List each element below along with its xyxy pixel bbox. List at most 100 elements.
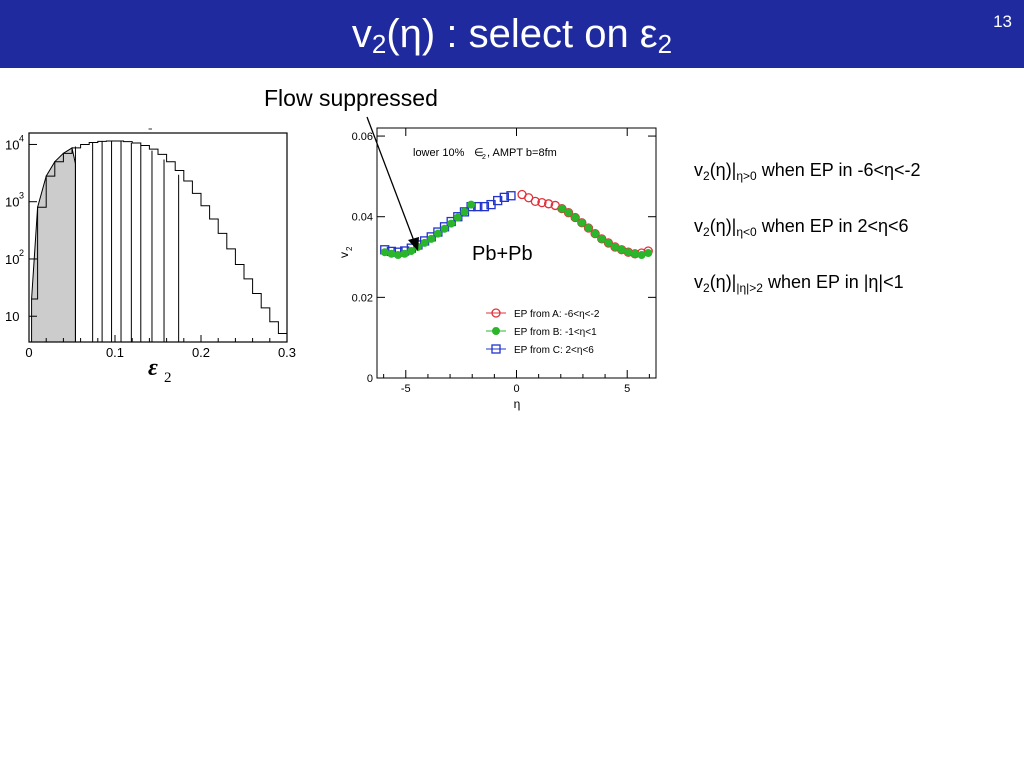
bullet-3-sub1: 2 [703, 281, 710, 295]
v2-point [604, 238, 613, 247]
histogram-y-tick-label: 10 [5, 252, 19, 267]
v2-annotation-sub: 2 [482, 154, 486, 161]
v2-point [591, 229, 600, 238]
v2-point [564, 208, 573, 217]
bullet-1-sub1: 2 [703, 169, 710, 183]
v2-y-tick-label: 0.02 [352, 292, 373, 304]
v2-point [400, 249, 409, 258]
v2-point [493, 195, 503, 206]
histogram-shaded-region [31, 147, 76, 343]
histogram-x-tick-label: 0.2 [192, 345, 210, 360]
bullet-1-post: when EP in -6<η<-2 [756, 160, 921, 180]
v2-point [387, 249, 396, 258]
flow-suppressed-label: Flow suppressed [264, 85, 438, 111]
title-v: v [351, 12, 372, 56]
histogram-y-tick-label: 10 [5, 195, 19, 210]
v2-annotation: lower 10% [413, 147, 465, 159]
title-middle: (η) : select on ε [386, 12, 658, 56]
histogram-x-label-sub: 2 [164, 370, 172, 386]
histogram-y-tick-exponent: 2 [19, 248, 24, 258]
v2-y-label-group: v2 [337, 246, 354, 258]
v2-annotation-eps: ∈ [474, 147, 484, 159]
v2-legend-marker [491, 308, 501, 318]
v2-annotation-tail: , AMPT b=8fm [487, 147, 557, 159]
v2-point [543, 199, 554, 209]
v2-point [407, 246, 416, 255]
histogram-x-tick-label: 0 [25, 345, 32, 360]
v2-legend-label: EP from C: 2<η<6 [514, 345, 594, 356]
v2-x-tick-label: -5 [401, 383, 411, 395]
title-v-sub: 2 [371, 29, 387, 59]
v2-legend-marker [491, 344, 501, 354]
histogram-curve [31, 140, 288, 340]
histogram-x-label: ε [148, 355, 158, 381]
v2-series-b [380, 200, 653, 260]
v2-y-label-sub: 2 [345, 246, 354, 251]
v2-point [427, 234, 436, 243]
v2-point [624, 248, 633, 257]
v2-point [630, 249, 639, 258]
v2-point [460, 207, 469, 216]
v2-point [440, 224, 449, 233]
v2-point [380, 248, 389, 257]
flow-arrow-shaft [366, 116, 415, 242]
bullet-3-pre: v [694, 272, 703, 292]
flow-arrow-head [408, 237, 419, 251]
bullet-1-pre: v [694, 160, 703, 180]
histogram-y-tick-exponent: 3 [19, 191, 24, 201]
v2-point [467, 200, 476, 209]
bullet-3-post: when EP in |η|<1 [762, 272, 904, 292]
v2-point [637, 251, 646, 260]
title-bar [0, 0, 1024, 68]
v2-point [530, 196, 540, 207]
v2-legend-label: EP from A: -6<η<-2 [514, 309, 600, 320]
v2-y-tick-label: 0.06 [352, 131, 373, 143]
histogram-frame [28, 132, 288, 343]
histogram-y-tick-label: 10 [5, 309, 19, 324]
v2-y-tick-label: 0 [367, 373, 373, 385]
v2-legend-label: EP from B: -1<η<1 [514, 327, 597, 338]
v2-point [447, 219, 456, 228]
v2-point [537, 197, 547, 208]
histogram-y-tick-label: 10 [5, 137, 19, 152]
histogram-x-tick-label: 0.3 [278, 345, 296, 360]
bullet-1-mid: (η)| [709, 160, 737, 180]
bullet-1: v2(η)|η>0 when EP in -6<η<-2 [694, 160, 921, 189]
v2-y-label: v [337, 252, 351, 258]
bullet-2-pre: v [694, 216, 703, 236]
bullet-2-post: when EP in 2<η<6 [756, 216, 909, 236]
histogram-y-tick-exponent: 4 [19, 133, 24, 143]
v2-x-label: η [514, 397, 521, 411]
v2-point [506, 191, 516, 201]
v2-point [479, 201, 490, 212]
v2-point [597, 234, 606, 243]
v2-point [499, 192, 509, 203]
bullet-2-sub2: η<0 [736, 225, 757, 239]
v2-point [577, 218, 586, 227]
v2-point [611, 242, 620, 251]
bullet-3-sub2: |η|>2 [736, 281, 763, 295]
bullet-1-sub2: η>0 [736, 169, 757, 183]
bullet-2-sub1: 2 [703, 225, 710, 239]
v2-point [394, 251, 403, 260]
slide-title: v2(η) : select on ε2 [0, 10, 1024, 58]
v2-y-tick-label: 0.04 [352, 212, 373, 224]
v2-system-label: Pb+Pb [472, 243, 533, 265]
v2-point [571, 213, 580, 222]
title-eps-sub: 2 [657, 29, 673, 59]
v2-x-tick-label: 0 [513, 383, 519, 395]
bullet-2-mid: (η)| [709, 216, 737, 236]
v2-legend-marker [492, 327, 500, 335]
histogram-x-tick-label: 0.1 [106, 345, 124, 360]
bullet-list: v2(η)|η>0 when EP in -6<η<-2 v2(η)|η<0 w… [694, 160, 921, 328]
v2-point [420, 238, 429, 247]
v2-point [453, 213, 462, 222]
bullet-2: v2(η)|η<0 when EP in 2<η<6 [694, 216, 921, 245]
bullet-3-mid: (η)| [709, 272, 737, 292]
bullet-3: v2(η)||η|>2 when EP in |η|<1 [694, 272, 921, 301]
v2-point [644, 249, 653, 257]
v2-point [584, 224, 593, 232]
v2-point [617, 245, 626, 254]
v2-point [557, 204, 566, 213]
